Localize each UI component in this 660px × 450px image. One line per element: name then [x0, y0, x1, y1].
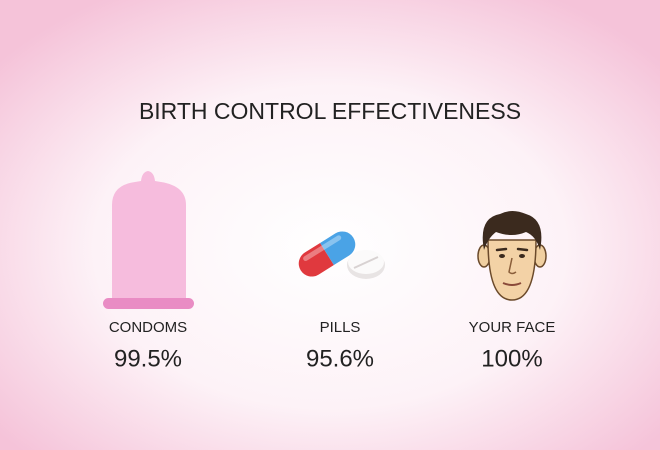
- item-label: PILLS: [320, 319, 361, 336]
- face-icon: [477, 211, 547, 301]
- item-value: 95.6%: [306, 345, 374, 372]
- item-label: CONDOMS: [109, 319, 187, 336]
- pills-icon: [298, 231, 385, 279]
- title: BIRTH CONTROL EFFECTIVENESS: [139, 98, 521, 124]
- item-value: 100%: [481, 345, 542, 372]
- item-label: YOUR FACE: [469, 319, 556, 336]
- item-value: 99.5%: [114, 345, 182, 372]
- condom-icon: [103, 171, 194, 309]
